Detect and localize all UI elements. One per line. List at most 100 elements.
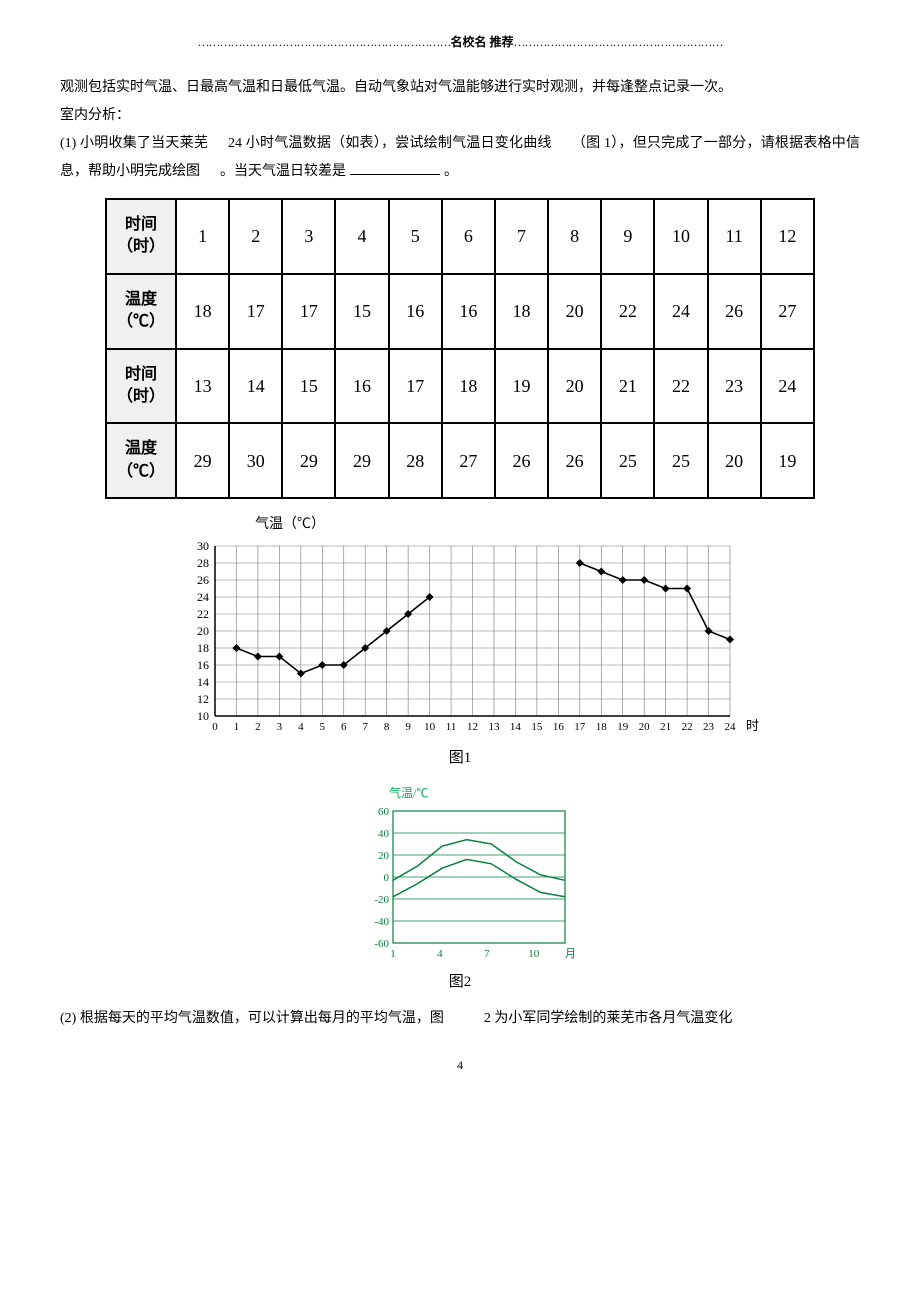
svg-text:9: 9 <box>405 721 411 733</box>
q1-text-a: (1) 小明收集了当天莱芜 <box>60 136 208 151</box>
svg-text:20: 20 <box>197 624 209 638</box>
svg-text:1: 1 <box>234 721 240 733</box>
cell: 22 <box>654 349 707 424</box>
svg-text:23: 23 <box>703 721 715 733</box>
table-row: 温度（℃） 181717151616182022242627 <box>106 274 814 349</box>
svg-text:40: 40 <box>378 828 390 840</box>
cell: 9 <box>601 199 654 274</box>
row-head-2: 温度（℃） <box>106 274 176 349</box>
chart1-svg: 1012141618202224262830012345678910111213… <box>160 541 760 741</box>
svg-text:22: 22 <box>197 607 209 621</box>
svg-text:12: 12 <box>467 721 478 733</box>
question-2: (2) 根据每天的平均气温数值，可以计算出每月的平均气温，图 2 为小军同学绘制的… <box>60 1005 860 1033</box>
chart2-svg: -60-40-20020406014710月份 <box>345 805 575 965</box>
cell: 29 <box>335 423 388 498</box>
svg-text:22: 22 <box>682 721 693 733</box>
svg-text:30: 30 <box>197 541 209 553</box>
cell: 26 <box>708 274 761 349</box>
cell: 17 <box>282 274 335 349</box>
svg-text:6: 6 <box>341 721 347 733</box>
question-1: (1) 小明收集了当天莱芜24 小时气温数据（如表），尝试绘制气温日变化曲线（图… <box>60 130 860 186</box>
cell: 29 <box>176 423 229 498</box>
cell: 20 <box>548 274 601 349</box>
cell: 6 <box>442 199 495 274</box>
svg-text:8: 8 <box>384 721 390 733</box>
paragraph-2: 室内分析： <box>60 102 860 130</box>
cell: 19 <box>495 349 548 424</box>
table-row: 温度（℃） 293029292827262625252019 <box>106 423 814 498</box>
svg-text:16: 16 <box>553 721 565 733</box>
cell: 21 <box>601 349 654 424</box>
paragraph-1: 观测包括实时气温、日最高气温和日最低气温。自动气象站对气温能够进行实时观测，并每… <box>60 74 860 102</box>
svg-text:1: 1 <box>390 948 396 960</box>
chart1-title: 气温（℃） <box>255 511 760 539</box>
cell: 16 <box>442 274 495 349</box>
cell: 24 <box>761 349 814 424</box>
svg-text:11: 11 <box>446 721 457 733</box>
cell: 7 <box>495 199 548 274</box>
cell: 10 <box>654 199 707 274</box>
chart2-container: 气温/℃ -60-40-20020406014710月份 图2 <box>60 781 860 997</box>
q2-text-b: 2 为小军同学绘制的莱芜市各月气温变化 <box>484 1011 733 1026</box>
table-row: 时间（时） 131415161718192021222324 <box>106 349 814 424</box>
svg-text:21: 21 <box>660 721 671 733</box>
cell: 25 <box>654 423 707 498</box>
cell: 27 <box>761 274 814 349</box>
svg-text:13: 13 <box>488 721 500 733</box>
cell: 29 <box>282 423 335 498</box>
cell: 18 <box>495 274 548 349</box>
cell: 11 <box>708 199 761 274</box>
svg-text:20: 20 <box>378 850 390 862</box>
svg-text:0: 0 <box>212 721 218 733</box>
svg-text:4: 4 <box>298 721 304 733</box>
cell: 24 <box>654 274 707 349</box>
q1-text-e: 。 <box>444 164 458 179</box>
svg-text:10: 10 <box>197 709 209 723</box>
cell: 14 <box>229 349 282 424</box>
cell: 26 <box>495 423 548 498</box>
cell: 4 <box>335 199 388 274</box>
cell: 5 <box>389 199 442 274</box>
chart2-caption: 图2 <box>345 967 575 997</box>
cell: 16 <box>335 349 388 424</box>
cell: 16 <box>389 274 442 349</box>
cell: 27 <box>442 423 495 498</box>
svg-text:月份: 月份 <box>565 947 575 960</box>
svg-text:16: 16 <box>197 658 209 672</box>
svg-text:18: 18 <box>596 721 608 733</box>
svg-text:28: 28 <box>197 556 209 570</box>
svg-text:20: 20 <box>639 721 651 733</box>
cell: 30 <box>229 423 282 498</box>
svg-text:4: 4 <box>437 948 443 960</box>
svg-text:2: 2 <box>255 721 261 733</box>
q2-text-a: (2) 根据每天的平均气温数值，可以计算出每月的平均气温，图 <box>60 1011 444 1026</box>
svg-text:18: 18 <box>197 641 209 655</box>
cell: 19 <box>761 423 814 498</box>
cell: 17 <box>229 274 282 349</box>
svg-text:0: 0 <box>384 872 390 884</box>
svg-text:15: 15 <box>531 721 543 733</box>
chart2-title: 气温/℃ <box>389 781 575 805</box>
svg-text:10: 10 <box>528 948 540 960</box>
cell: 26 <box>548 423 601 498</box>
svg-text:7: 7 <box>484 948 490 960</box>
svg-text:24: 24 <box>725 721 737 733</box>
svg-text:5: 5 <box>320 721 326 733</box>
cell: 8 <box>548 199 601 274</box>
cell: 17 <box>389 349 442 424</box>
cell: 18 <box>176 274 229 349</box>
cell: 20 <box>708 423 761 498</box>
cell: 23 <box>708 349 761 424</box>
dots-left: …………………………………………………………… <box>197 35 450 49</box>
svg-text:-20: -20 <box>374 894 389 906</box>
header-center: 名校名 推荐 <box>450 35 513 49</box>
chart1-container: 气温（℃） 1012141618202224262830012345678910… <box>60 511 860 773</box>
svg-text:3: 3 <box>277 721 283 733</box>
cell: 25 <box>601 423 654 498</box>
svg-text:17: 17 <box>574 721 586 733</box>
cell: 1 <box>176 199 229 274</box>
cell: 28 <box>389 423 442 498</box>
svg-text:19: 19 <box>617 721 629 733</box>
cell: 20 <box>548 349 601 424</box>
cell: 12 <box>761 199 814 274</box>
